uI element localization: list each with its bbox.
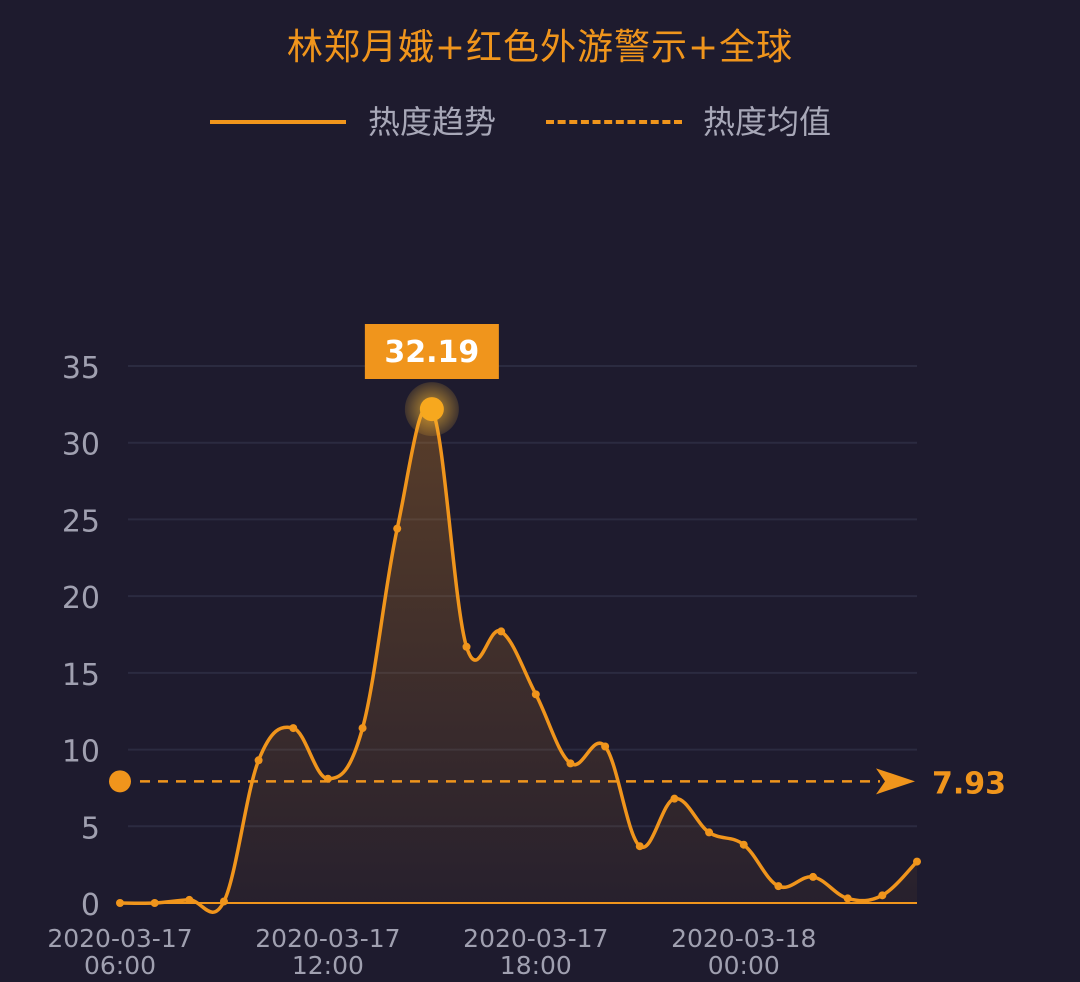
data-point[interactable]	[774, 882, 783, 891]
chart-title: 林郑月娥+红色外游警示+全球	[286, 27, 794, 68]
max-value-label: 32.19	[384, 335, 479, 370]
data-point[interactable]	[358, 724, 367, 733]
x-tick-label-time: 00:00	[708, 951, 780, 980]
data-point[interactable]	[462, 642, 471, 651]
mean-arrow-icon	[876, 768, 915, 795]
x-tick-label-date: 2020-03-17	[255, 924, 400, 953]
y-tick-label: 5	[81, 811, 100, 846]
data-point[interactable]	[497, 627, 506, 636]
x-tick-label-date: 2020-03-18	[671, 924, 816, 953]
max-point-marker[interactable]	[419, 397, 444, 422]
max-value-badge	[364, 324, 499, 379]
data-point[interactable]	[531, 690, 540, 699]
data-point[interactable]	[289, 724, 298, 733]
mean-value-label: 7.93	[932, 766, 1006, 801]
data-point[interactable]	[219, 897, 228, 906]
data-point[interactable]	[116, 899, 124, 907]
x-tick-label-time: 06:00	[84, 951, 156, 980]
y-tick-label: 20	[62, 581, 100, 616]
legend-swatch-trend[interactable]	[210, 120, 346, 124]
y-tick-label: 10	[62, 735, 100, 770]
data-point[interactable]	[635, 842, 644, 851]
y-tick-label: 35	[62, 351, 100, 386]
y-tick-label: 0	[81, 888, 100, 923]
data-point[interactable]	[254, 756, 263, 765]
y-tick-label: 25	[62, 504, 100, 539]
x-tick-label-time: 18:00	[500, 951, 572, 980]
x-tick-label-date: 2020-03-17	[463, 924, 608, 953]
chart-legend: 热度趋势 热度均值	[0, 100, 1080, 144]
legend-swatch-mean[interactable]	[546, 120, 682, 124]
data-point[interactable]	[739, 840, 748, 849]
data-point[interactable]	[185, 895, 194, 904]
data-point[interactable]	[601, 742, 610, 751]
data-point[interactable]	[566, 759, 575, 768]
data-point[interactable]	[323, 774, 332, 783]
legend-label-trend[interactable]: 热度趋势	[368, 103, 497, 141]
x-tick-label-time: 12:00	[292, 951, 364, 980]
data-point[interactable]	[843, 894, 852, 903]
data-point[interactable]	[150, 899, 159, 907]
y-tick-label: 30	[62, 428, 100, 463]
mean-marker	[109, 770, 131, 793]
data-point[interactable]	[393, 524, 402, 533]
data-point[interactable]	[705, 828, 714, 837]
data-point[interactable]	[670, 794, 679, 803]
x-tick-label-date: 2020-03-17	[47, 924, 192, 953]
y-tick-label: 15	[62, 658, 100, 693]
data-point[interactable]	[913, 857, 921, 866]
data-point[interactable]	[878, 891, 887, 900]
legend-label-mean[interactable]: 热度均值	[703, 103, 832, 141]
data-point[interactable]	[809, 872, 818, 881]
